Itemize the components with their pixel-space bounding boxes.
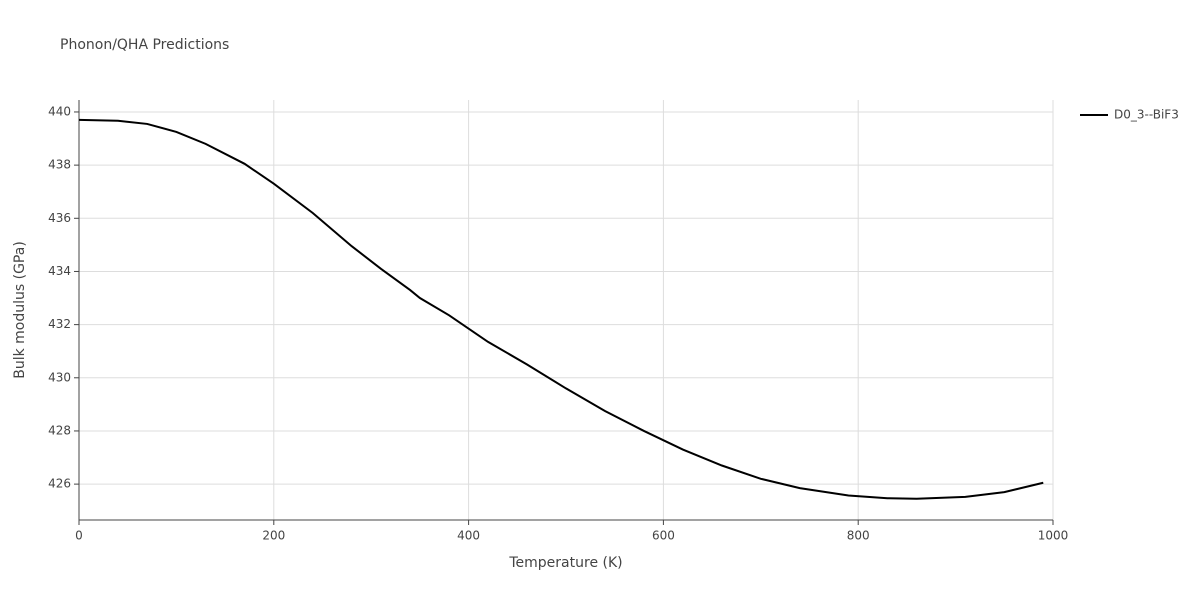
y-tick-label: 436: [48, 211, 71, 225]
x-tick-label: 400: [457, 529, 480, 543]
y-tick-label: 438: [48, 158, 71, 172]
x-tick-label: 0: [75, 529, 83, 543]
x-tick-label: 200: [262, 529, 285, 543]
y-tick-label: 434: [48, 264, 71, 278]
y-tick-label: 426: [48, 477, 71, 491]
y-tick-label: 430: [48, 370, 71, 384]
y-tick-label: 440: [48, 104, 71, 118]
x-tick-label: 1000: [1038, 529, 1069, 543]
y-axis-label: Bulk modulus (GPa): [12, 241, 28, 379]
chart-title: Phonon/QHA Predictions: [60, 37, 229, 53]
y-tick-label: 432: [48, 317, 71, 331]
y-tick-label: 428: [48, 423, 71, 437]
legend-label: D0_3--BiF3: [1114, 108, 1179, 122]
x-axis-label: Temperature (K): [508, 555, 622, 571]
x-tick-label: 800: [847, 529, 870, 543]
x-tick-label: 600: [652, 529, 675, 543]
line-series: [78, 118, 1044, 500]
